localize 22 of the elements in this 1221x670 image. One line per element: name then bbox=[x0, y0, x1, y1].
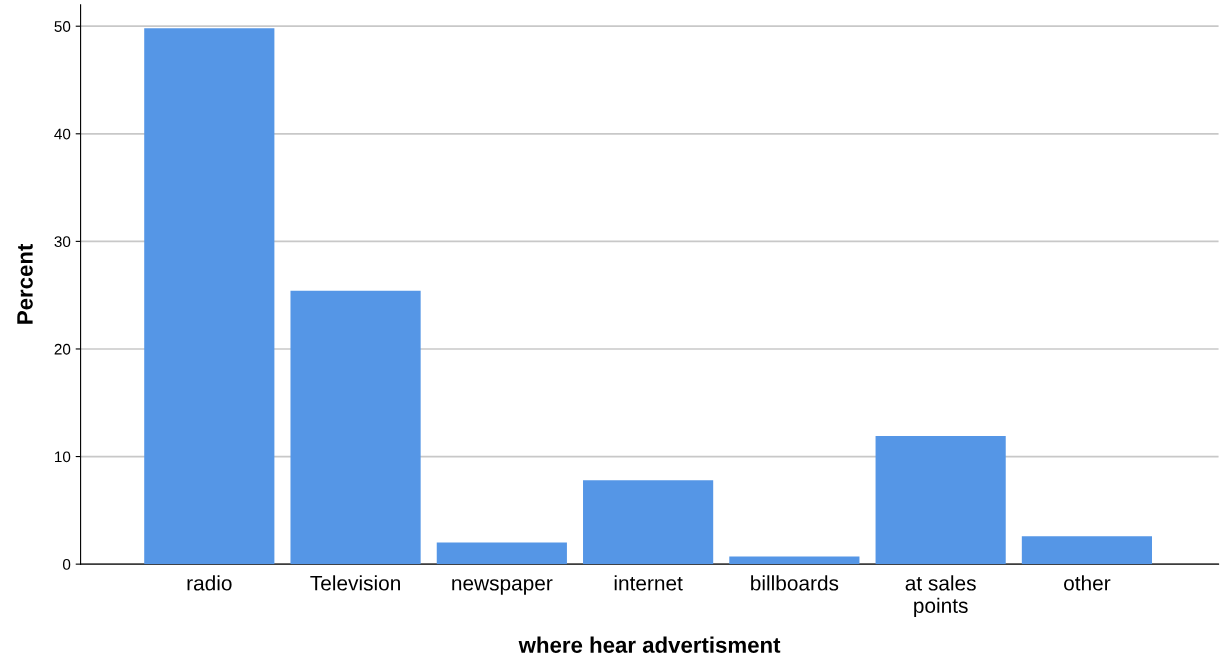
bar bbox=[436, 542, 567, 565]
bar bbox=[729, 556, 860, 565]
bar bbox=[1021, 536, 1153, 565]
x-tick-label: radio bbox=[187, 575, 232, 591]
x-tick-label: at sales points bbox=[905, 575, 976, 618]
bar bbox=[144, 28, 275, 565]
y-tick-label: 20 bbox=[54, 343, 71, 355]
x-tick-label: newspaper bbox=[452, 579, 553, 595]
x-tick-label: Television bbox=[310, 575, 400, 591]
bar bbox=[583, 480, 714, 565]
x-tick-label: other bbox=[1064, 575, 1111, 591]
x-axis-title: where hear advertisment bbox=[518, 636, 781, 653]
bar bbox=[290, 290, 421, 565]
y-tick-label: 40 bbox=[54, 128, 71, 140]
y-tick-label: 30 bbox=[54, 236, 71, 248]
y-tick-label: 10 bbox=[55, 451, 71, 463]
x-tick-label: internet bbox=[614, 575, 683, 591]
y-tick-label: 0 bbox=[62, 559, 71, 570]
y-tick-label: 50 bbox=[54, 21, 71, 32]
y-axis-title: Percent bbox=[17, 243, 33, 324]
x-tick-label: billboards bbox=[751, 575, 839, 591]
bar bbox=[875, 436, 1006, 565]
